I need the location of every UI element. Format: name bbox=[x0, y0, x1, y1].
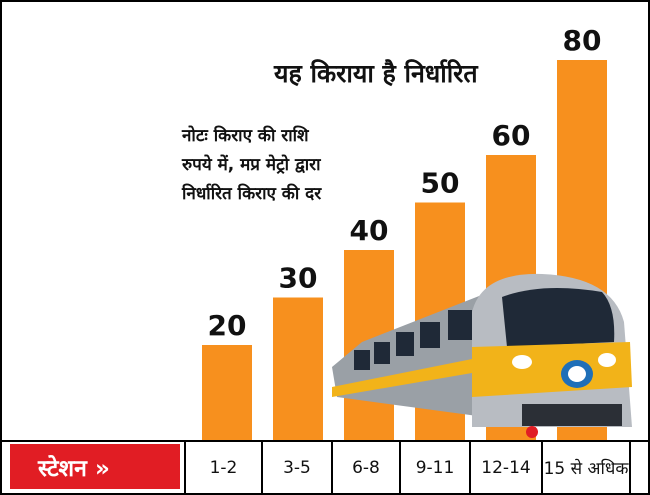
note-line-2: रुपये में, मप्र मेट्रो द्वारा bbox=[182, 155, 321, 175]
category-label: 15 से अधिक bbox=[541, 442, 631, 493]
note-line-1: नोटः किराए की राशि bbox=[182, 126, 309, 146]
chart-title: यह किराया है निर्धारित bbox=[274, 59, 478, 88]
bar-value-label: 30 bbox=[279, 262, 318, 295]
category-label: 3-5 bbox=[261, 442, 331, 493]
metro-train-icon bbox=[332, 273, 632, 438]
category-cells: 1-2 3-5 6-8 9-11 12-14 15 से अधिक bbox=[184, 442, 631, 493]
note-line-3: निर्धारित किराए की दर bbox=[182, 184, 322, 204]
bar-value-label: 20 bbox=[208, 309, 247, 342]
category-label: 12-14 bbox=[469, 442, 541, 493]
bar bbox=[273, 297, 323, 440]
chart-note: नोटः किराए की राशि रुपये में, मप्र मेट्र… bbox=[182, 122, 422, 209]
bar-value-label: 40 bbox=[350, 214, 389, 247]
bar-value-label: 50 bbox=[421, 167, 460, 200]
category-label: 1-2 bbox=[184, 442, 261, 493]
value-labels-group: 20 30 40 50 60 80 bbox=[208, 24, 602, 342]
bar bbox=[202, 345, 252, 440]
bar-value-label: 60 bbox=[492, 119, 531, 152]
bar-value-label: 80 bbox=[563, 24, 602, 57]
category-label: 9-11 bbox=[399, 442, 469, 493]
category-label: 6-8 bbox=[331, 442, 399, 493]
category-axis: स्टेशन » 1-2 3-5 6-8 9-11 12-14 15 से अध… bbox=[2, 440, 648, 493]
station-axis-label: स्टेशन » bbox=[10, 444, 180, 489]
